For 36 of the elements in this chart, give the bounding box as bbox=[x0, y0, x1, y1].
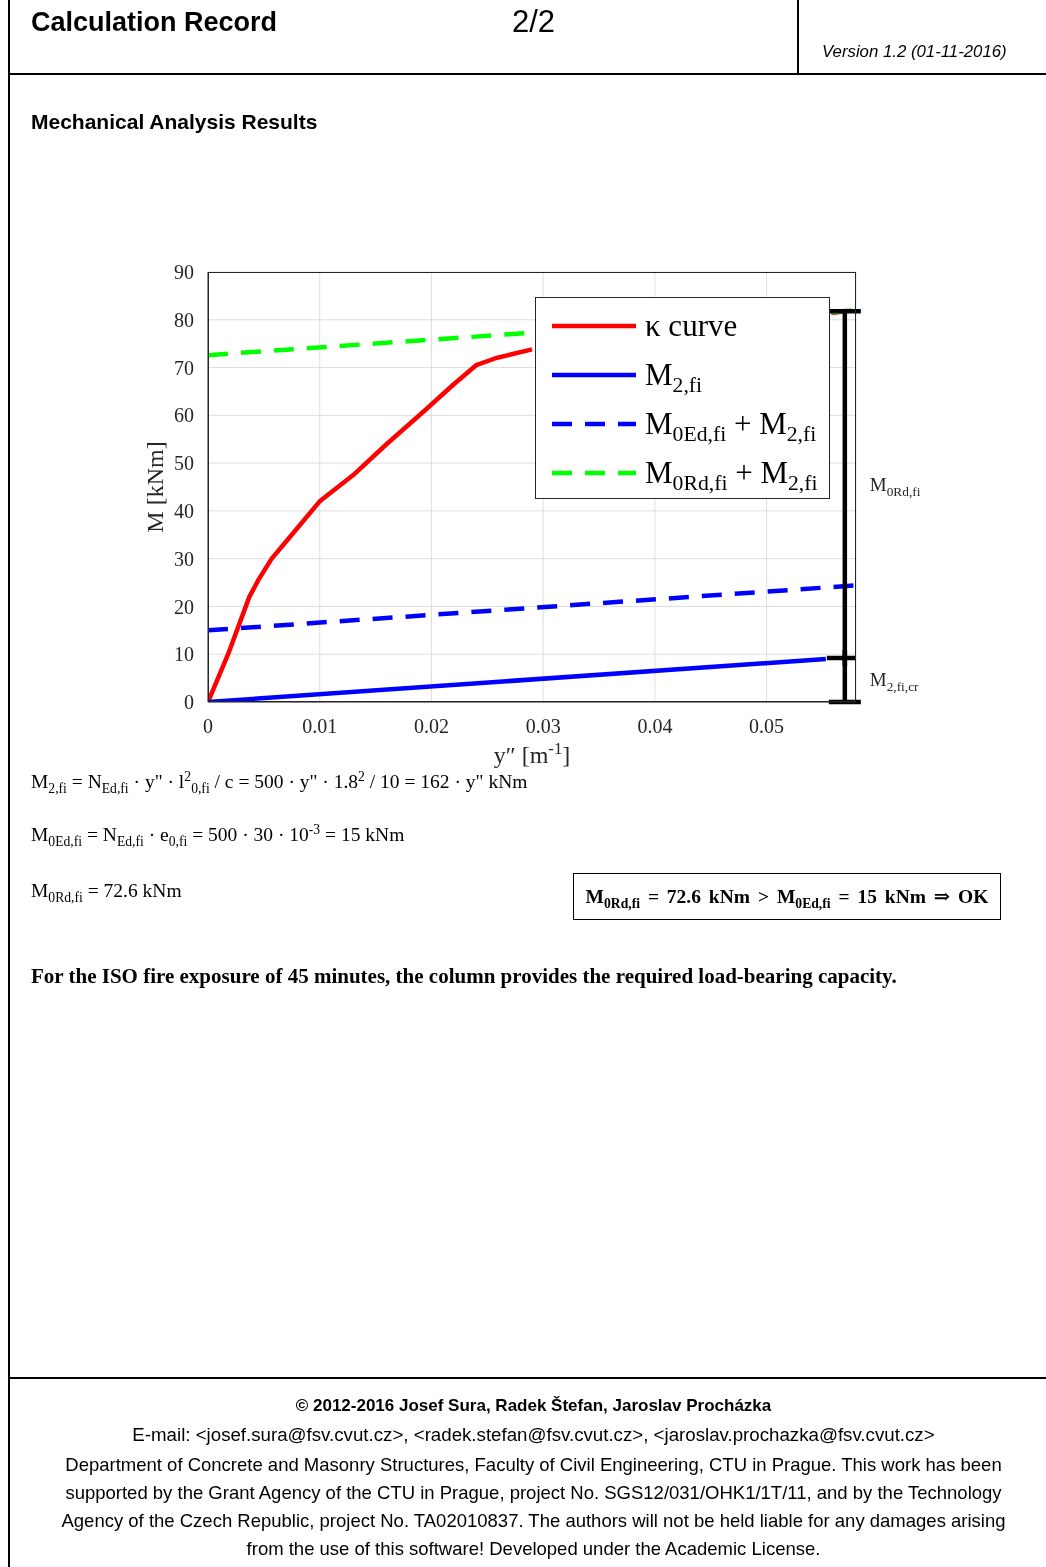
x-tick-label: 0.03 bbox=[525, 715, 561, 738]
text: For the ISO fire exposure of 45 minutes, the column provides the required load-bearing capacity. bbox=[31, 964, 897, 988]
text: Version 1.2 (01-11-2016) bbox=[822, 42, 1007, 61]
legend-label: M$_{2,fi}$ bbox=[645, 357, 703, 398]
x-tick-label: 0.05 bbox=[749, 715, 785, 738]
y-tick-label: 90 bbox=[174, 261, 194, 284]
chart-title: Calculation Record bbox=[31, 7, 278, 37]
text: E-mail: <josef.sura@fsv.cvut.cz>, <radek.stefan@fsv.cvut.cz>, <jaroslav.prochazka@fsv.cvut.cz> bbox=[132, 1424, 935, 1445]
annotation: M$_{0Rd,fi}$ bbox=[869, 473, 921, 499]
x-tick-label: 0.04 bbox=[637, 715, 673, 738]
text: M$_{2,fi}$ = N$_{Ed,fi}$ · y" · l$^{2}$$_{0,fi}$ / c = 500 · y" · 1.8$^{2}$ / 10 = 162 · y" kNm bbox=[31, 768, 528, 796]
text: M$_{0Ed,fi}$ = N$_{Ed,fi}$ · e$_{0,fi}$ = 500 · 30 · 10$^{-3}$ = 15 kNm bbox=[31, 821, 405, 849]
text: © 2012-2016 Josef Sura, Radek Štefan, Jaroslav Procházka bbox=[295, 1396, 772, 1415]
x-tick-label: 0.02 bbox=[413, 715, 449, 738]
y-tick-label: 70 bbox=[174, 356, 194, 379]
x-tick-label: 0.01 bbox=[302, 715, 338, 738]
y-tick-label: 50 bbox=[174, 452, 194, 475]
annotation: M$_{2,fi,cr}$ bbox=[869, 669, 919, 694]
y-tick-label: 0 bbox=[184, 691, 194, 714]
y-tick-label: 80 bbox=[174, 308, 194, 331]
y-tick-label: 20 bbox=[174, 595, 194, 618]
y-tick-label: 40 bbox=[174, 499, 194, 522]
x-tick-label: 0 bbox=[203, 715, 213, 738]
legend-label: M$_{0Rd,fi}$ + M$_{2,fi}$ bbox=[645, 455, 818, 496]
y-tick-label: 30 bbox=[174, 547, 194, 570]
legend-label: κ curve bbox=[645, 308, 738, 343]
text: 2/2 bbox=[512, 4, 556, 39]
text: M$_{0Rd,fi}$ = 72.6 kNm bbox=[31, 880, 182, 905]
text: M$_{0Rd,fi}$ = 72.6 kNm > M$_{0Ed,fi}$ = 15 kNm ⇒ OK bbox=[585, 885, 989, 911]
y-tick-label: 10 bbox=[174, 643, 194, 666]
chart-subtitle: Mechanical Analysis Results bbox=[31, 110, 318, 133]
legend-label: M$_{0Ed,fi}$ + M$_{2,fi}$ bbox=[645, 406, 817, 447]
y-axis-title: M [kNm] bbox=[141, 441, 168, 533]
x-axis-title: y″ [m$^{-1}$] bbox=[493, 738, 571, 768]
text: Department of Concrete and Masonry Structures, Faculty of Civil Engineering, CTU in Prague. This work has been supported by the Grant Agency of the CTU in Prague, project No. SGS12/031/OHK1/1T/11, and by the Technology Agency of the Czech Republic, project No. TA02010837. The authors will not be held liable for any damages arising from the use of this software! Developed under the Academic License. bbox=[61, 1454, 1006, 1559]
y-tick-label: 60 bbox=[174, 404, 194, 427]
